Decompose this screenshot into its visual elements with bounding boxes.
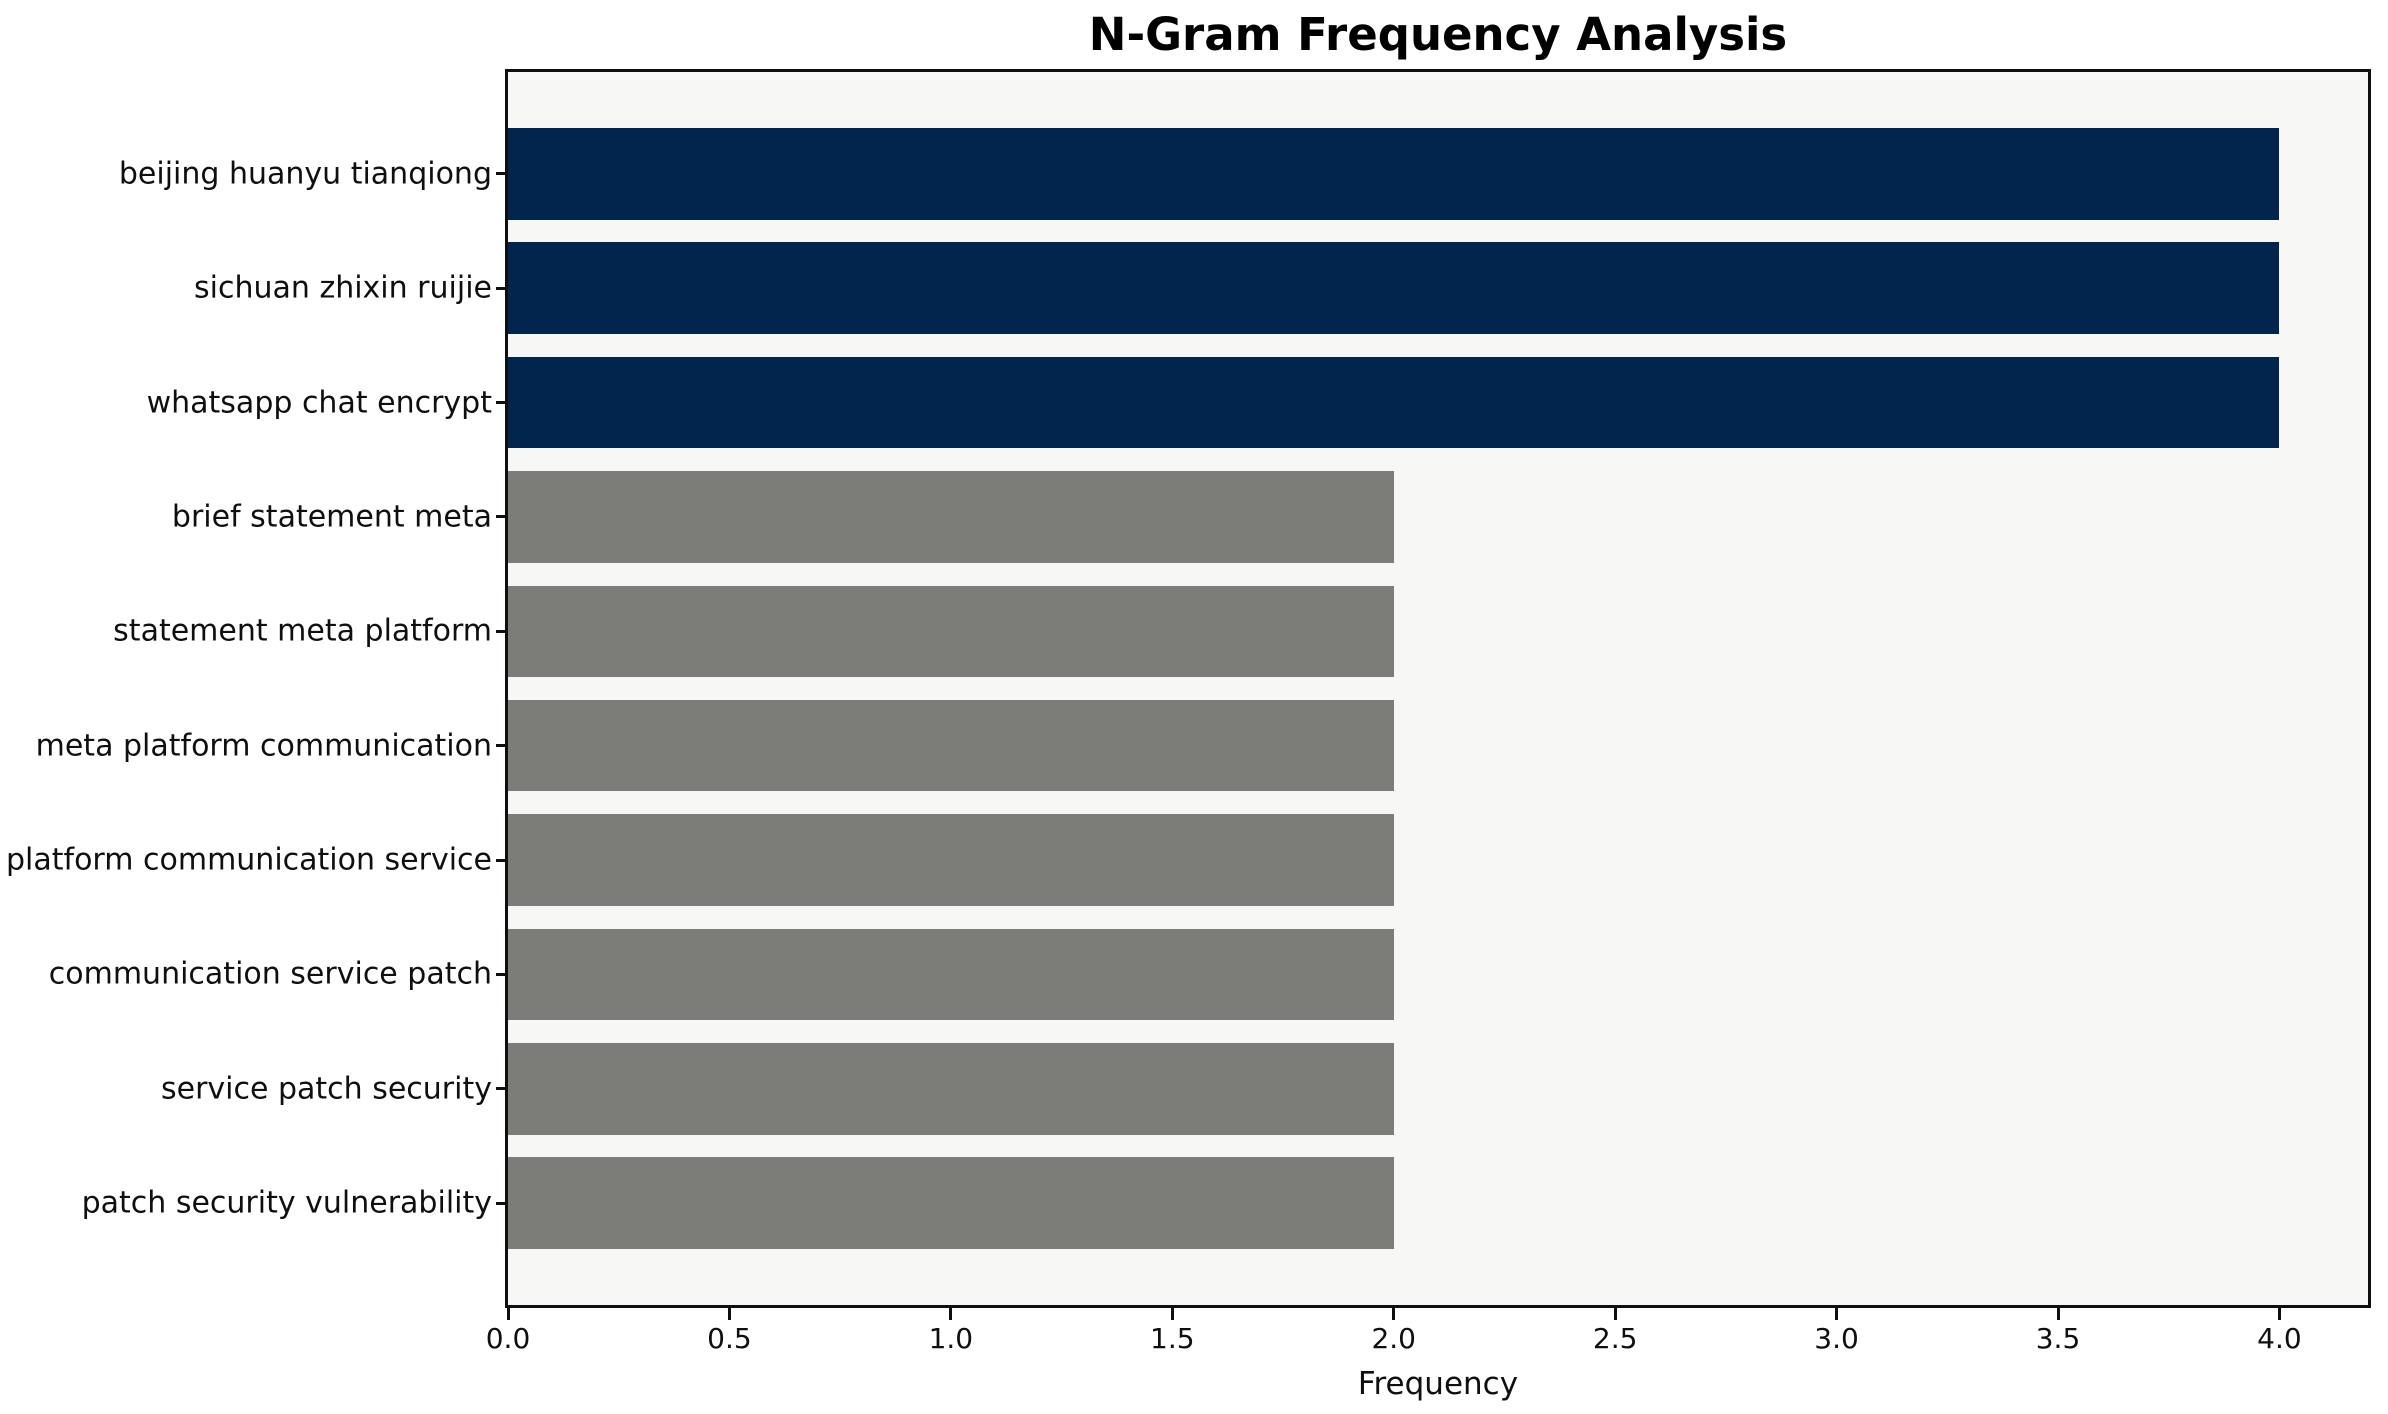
bar <box>508 471 1394 563</box>
y-tick-label: service patch security <box>160 1071 492 1107</box>
y-tick <box>496 972 508 976</box>
x-tick-label: 0.5 <box>707 1322 752 1355</box>
x-tick <box>1835 1308 1839 1320</box>
bar <box>508 928 1394 1021</box>
x-tick <box>1392 1308 1396 1320</box>
y-tick-label: whatsapp chat encrypt <box>146 385 492 421</box>
bar <box>508 699 1394 792</box>
x-axis-title: Frequency <box>1357 1366 1519 1402</box>
y-tick <box>496 515 508 519</box>
y-tick-label: patch security vulnerability <box>81 1185 492 1221</box>
bar <box>508 814 1394 906</box>
y-tick-label: statement meta platform <box>113 613 492 649</box>
x-tick <box>506 1308 510 1320</box>
bar <box>508 1043 1394 1135</box>
x-tick-label: 2.0 <box>1371 1322 1416 1355</box>
y-tick <box>496 1201 508 1205</box>
y-tick-label: platform communication service <box>5 842 492 878</box>
y-tick <box>496 401 508 405</box>
bar <box>508 1157 1394 1249</box>
x-tick <box>2277 1308 2281 1320</box>
y-tick <box>496 1087 508 1091</box>
x-tick-label: 3.5 <box>2035 1322 2081 1355</box>
y-tick <box>496 629 508 633</box>
x-tick-label: 0.0 <box>485 1322 531 1355</box>
y-tick <box>496 286 508 290</box>
bar <box>508 128 2280 220</box>
y-tick <box>496 172 508 176</box>
y-tick-label: brief statement meta <box>171 499 492 535</box>
bar <box>508 585 1394 678</box>
x-tick-label: 3.0 <box>1814 1322 1859 1355</box>
plot-area <box>508 72 2368 1305</box>
x-tick <box>1613 1308 1617 1320</box>
y-tick-label: sichuan zhixin ruijie <box>194 270 492 306</box>
x-tick-label: 2.5 <box>1592 1322 1638 1355</box>
y-tick-label: beijing huanyu tianqiong <box>118 156 492 192</box>
y-tick <box>496 744 508 748</box>
y-tick-label: meta platform communication <box>35 728 492 764</box>
bar <box>508 356 2280 449</box>
x-tick-label: 1.5 <box>1150 1322 1195 1355</box>
x-tick-label: 4.0 <box>2257 1322 2302 1355</box>
x-tick <box>1170 1308 1174 1320</box>
x-tick <box>2056 1308 2060 1320</box>
x-tick <box>949 1308 953 1320</box>
x-tick-label: 1.0 <box>928 1322 974 1355</box>
y-tick <box>496 858 508 862</box>
chart-title: N-Gram Frequency Analysis <box>1088 8 1788 61</box>
x-tick <box>727 1308 731 1320</box>
y-tick-label: communication service patch <box>48 956 492 992</box>
bar <box>508 242 2280 334</box>
